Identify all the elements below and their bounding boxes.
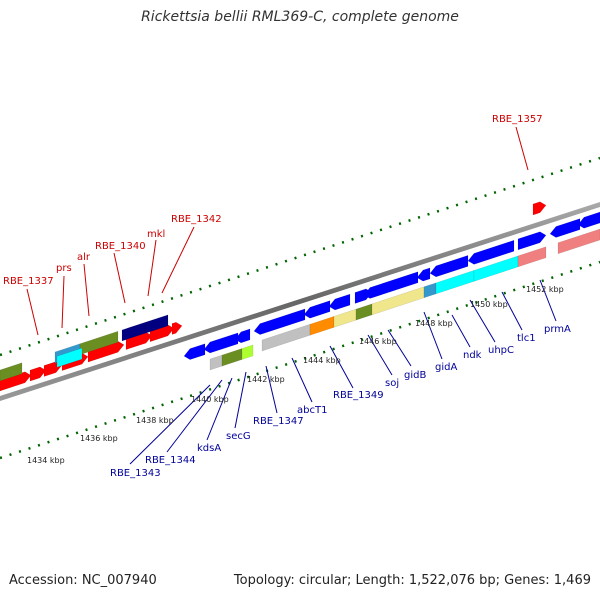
gene-label-alr: alr: [77, 252, 91, 263]
bottom-label-leaders: [129, 279, 557, 465]
gene-label-soj: soj: [385, 378, 399, 389]
gene-label-gida: gidA: [435, 362, 457, 373]
scale-label-1440: 1440 kbp: [191, 395, 229, 404]
scale-label-1444: 1444 kbp: [303, 356, 341, 365]
scale-label-1434: 1434 kbp: [27, 456, 65, 465]
gene-label-kdsa: kdsA: [197, 443, 221, 454]
gene-block: [467, 239, 515, 265]
gene-block: [328, 293, 351, 311]
gene-label-mkl: mkl: [147, 229, 165, 240]
gene-block: [241, 344, 254, 360]
gene-block: [557, 228, 600, 255]
map-title: Rickettsia bellii RML369-C, complete gen…: [141, 9, 459, 25]
scale-label-1450: 1450 kbp: [470, 300, 508, 309]
scale-label-1452: 1452 kbp: [526, 285, 564, 294]
scale-label-1446: 1446 kbp: [359, 337, 397, 346]
gene-block: [549, 218, 581, 238]
gene-label-rbe1349: RBE_1349: [333, 390, 384, 401]
genome-summary-text: Topology: circular; Length: 1,522,076 bp…: [233, 573, 591, 588]
gene-label-gidb: gidB: [404, 370, 426, 381]
gene-label-rbe1337: RBE_1337: [3, 276, 54, 287]
gene-label-rbe1344: RBE_1344: [145, 455, 196, 466]
gene-label-ndk: ndk: [463, 350, 482, 361]
gene-block: [209, 354, 223, 371]
gene-label-rbe1342: RBE_1342: [171, 214, 222, 225]
gene-label-uhpc: uhpC: [488, 345, 514, 356]
genome-backbone: [0, 202, 600, 401]
gene-block: [261, 323, 311, 352]
gene-label-rbe1340: RBE_1340: [95, 241, 146, 252]
gene-block: [0, 362, 23, 382]
gene-label-prma: prmA: [544, 324, 571, 335]
gene-block: [29, 366, 47, 382]
gene-block: [577, 211, 600, 229]
gene-label-rbe1347: RBE_1347: [253, 416, 304, 427]
gene-track: [0, 201, 600, 392]
gene-block: [517, 231, 547, 251]
gene-block: [144, 314, 169, 334]
gene-block: [517, 246, 547, 268]
gene-block: [532, 201, 547, 216]
gene-label-secg: secG: [226, 431, 251, 442]
gene-block: [363, 271, 419, 299]
gene-block: [309, 315, 335, 336]
scale-label-1436: 1436 kbp: [80, 434, 118, 443]
gene-block: [355, 303, 373, 321]
gene-block: [171, 321, 183, 335]
gene-block: [121, 322, 146, 342]
gene-block: [423, 282, 437, 299]
gene-block: [416, 267, 431, 282]
accession-text: Accession: NC_007940: [9, 573, 157, 588]
scale-label-1438: 1438 kbp: [136, 416, 174, 425]
gene-label-rbe1343: RBE_1343: [110, 468, 161, 479]
gene-block: [371, 286, 425, 316]
gene-block: [56, 347, 83, 368]
gene-block: [429, 254, 469, 278]
gene-block: [234, 328, 251, 344]
gene-label-prs: prs: [56, 263, 72, 274]
gene-block: [333, 308, 357, 328]
gene-block: [303, 300, 331, 319]
scale-label-1448: 1448 kbp: [415, 319, 453, 328]
gene-label-rbe1357: RBE_1357: [492, 114, 543, 125]
gene-label-tlc1: tlc1: [517, 333, 536, 344]
gene-block: [221, 348, 243, 367]
scale-label-1442: 1442 kbp: [247, 375, 285, 384]
gene-block: [203, 332, 239, 354]
gene-label-abct1: abcT1: [297, 405, 327, 416]
top-label-leaders: [26, 126, 529, 336]
gene-block: [183, 343, 206, 360]
gene-block: [253, 308, 306, 335]
